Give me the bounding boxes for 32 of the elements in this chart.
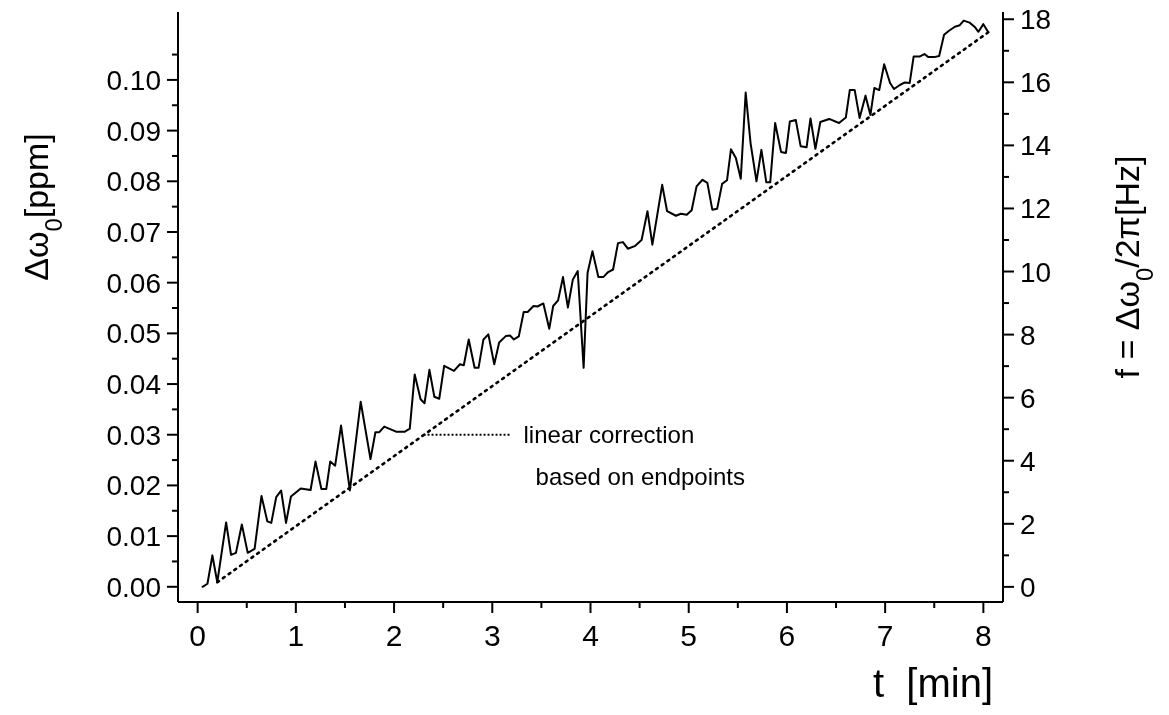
x-tick-label: 2 — [385, 619, 403, 652]
y-tick-label: 0.06 — [106, 267, 161, 299]
y2-tick-label: 0 — [1020, 571, 1036, 603]
x-tick-label: 7 — [876, 619, 894, 652]
y2-tick-label: 18 — [1020, 4, 1052, 36]
y-tick-label: 0.09 — [106, 115, 161, 147]
y-tick-label: 0.04 — [106, 369, 161, 401]
y2-tick-label: 4 — [1020, 445, 1036, 477]
x-axis-title: t [min] — [872, 661, 993, 705]
y-tick-label: 0.02 — [106, 470, 161, 502]
y-tick-label: 0.00 — [106, 571, 161, 603]
y2-tick-label: 12 — [1020, 193, 1052, 225]
y-tick-label: 0.05 — [106, 318, 161, 350]
y2-tick-label: 10 — [1020, 256, 1052, 288]
x-tick-label: 3 — [483, 619, 501, 652]
x-tick-label: 5 — [680, 619, 698, 652]
y2-tick-label: 2 — [1020, 508, 1036, 540]
x-tick-label: 6 — [778, 619, 796, 652]
y2-tick-label: 8 — [1020, 319, 1036, 351]
y2-tick-label: 6 — [1020, 382, 1036, 414]
y-tick-label: 0.10 — [106, 64, 161, 96]
x-tick-label: 8 — [975, 619, 992, 652]
y-tick-label: 0.07 — [106, 216, 161, 248]
y-tick-label: 0.08 — [106, 166, 161, 198]
legend-label: linear correction based on endpoints — [523, 420, 746, 490]
x-tick-label: 1 — [287, 619, 305, 652]
y2-tick-label: 14 — [1020, 130, 1052, 162]
x-tick-label: 4 — [582, 619, 599, 652]
y-tick-label: 0.03 — [106, 419, 161, 451]
y-tick-label: 0.01 — [106, 521, 161, 553]
y2-tick-label: 16 — [1020, 67, 1052, 99]
x-tick-label: 0 — [189, 619, 206, 652]
